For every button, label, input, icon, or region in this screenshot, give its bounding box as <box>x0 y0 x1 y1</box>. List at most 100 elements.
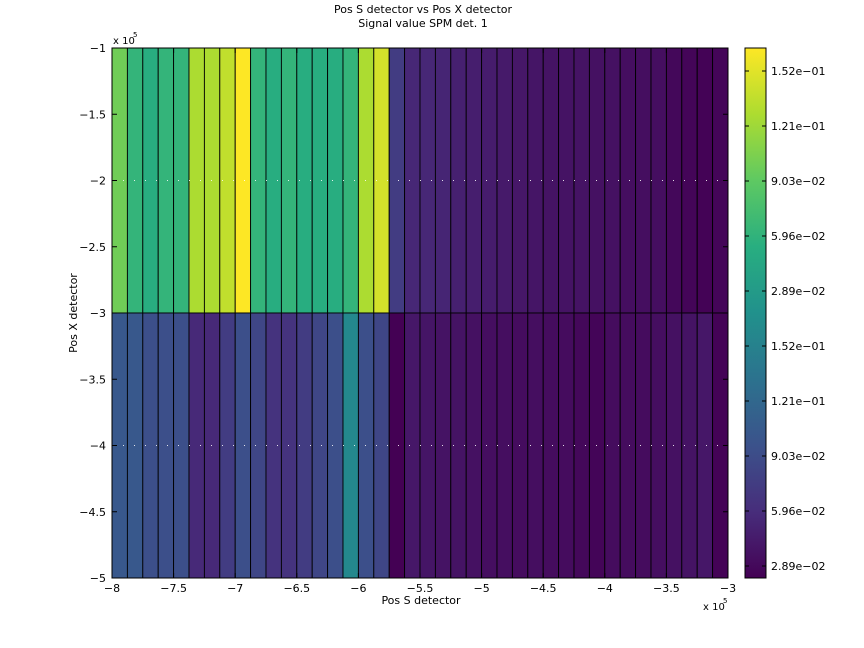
heatmap-cell-r1-c28 <box>542 312 560 579</box>
heatmap-cell-r1-c15 <box>342 312 359 579</box>
heatmap-cell-r1-c13 <box>311 312 329 579</box>
y-axis-label: Pos X detector <box>67 273 80 353</box>
heatmap-cell-r0-c13 <box>311 47 329 314</box>
heatmap-cell-r1-c36 <box>665 312 683 579</box>
heatmap-cell-r1-c3 <box>157 312 175 579</box>
heatmap-cell-r1-c26 <box>511 312 529 579</box>
heatmap-cell-r1-c19 <box>404 312 421 579</box>
heatmap-cell-r0-c21 <box>434 47 452 314</box>
colorbar-tick-label-7: 9.03e−02 <box>771 450 825 463</box>
y-tick-label-3: −2.5 <box>79 241 106 254</box>
colorbar-tick-label-6: 1.21e−01 <box>771 395 825 408</box>
x-axis-ticks: −8 −7.5 −7 −6.5 −6 −5.5 −5 −4.5 −4 −3.5 −3 <box>104 48 736 595</box>
colorbar-ticks: 1.52e−01 1.21e−01 9.03e−02 5.96e−02 2.89e−02… <box>745 65 825 573</box>
y-tick-label-6: −4 <box>90 440 106 453</box>
heatmap-cell-r1-c33 <box>619 312 637 579</box>
heatmap-cell-r0-c31 <box>588 47 606 314</box>
heatmap-cell-r0-c15 <box>342 47 359 314</box>
colorbar-tick-label-1: 1.21e−01 <box>771 120 825 133</box>
x-tick-label-0: −8 <box>104 582 120 595</box>
heatmap-cell-r0-c1 <box>126 47 144 314</box>
x-tick-label-10: −3 <box>720 582 736 595</box>
heatmap-cell-r1-c21 <box>434 312 452 579</box>
heatmap-cell-r1-c18 <box>388 312 406 579</box>
heatmap-cell-r0-c19 <box>404 47 421 314</box>
heatmap-cell-r1-c1 <box>126 312 144 579</box>
colorbar-tick-label-5: 1.52e−01 <box>771 340 825 353</box>
x-tick-label-7: −4.5 <box>530 582 557 595</box>
heatmap-cell-r0-c26 <box>511 47 529 314</box>
heatmap-cell-r0-c9 <box>250 47 267 314</box>
y-tick-label-8: −5 <box>90 572 106 585</box>
y-multiplier-exponent: 5 <box>133 31 137 39</box>
heatmap-cell-r1-c5 <box>188 312 205 579</box>
heatmap-cell-r0-c28 <box>542 47 560 314</box>
heatmap-cell-r0-c35 <box>650 47 667 314</box>
y-tick-label-7: −4.5 <box>79 506 106 519</box>
y-tick-label-1: −1.5 <box>79 108 106 121</box>
heatmap-cell-r0-c38 <box>696 47 714 314</box>
heatmap-cell-r0-c10 <box>265 47 282 314</box>
x-tick-label-9: −3.5 <box>653 582 680 595</box>
heatmap-cell-r1-c29 <box>558 312 575 579</box>
heatmap-cell-r1-c11 <box>280 312 298 579</box>
heatmap-cell-r0-c33 <box>619 47 637 314</box>
heatmap-cell-r1-c30 <box>573 312 590 579</box>
heatmap-cells <box>111 47 729 579</box>
heatmap-cell-r0-c4 <box>173 47 190 314</box>
x-tick-label-5: −5.5 <box>407 582 434 595</box>
heatmap-cell-r0-c5 <box>188 47 205 314</box>
heatmap-cell-r1-c14 <box>327 312 344 579</box>
heatmap-cell-r1-c34 <box>635 312 652 579</box>
chart-title: Pos S detector vs Pos X detector <box>334 3 513 16</box>
heatmap-cell-r0-c34 <box>635 47 652 314</box>
x-tick-label-6: −5 <box>473 582 489 595</box>
heatmap-cell-r1-c4 <box>173 312 190 579</box>
grid-dots <box>112 180 728 446</box>
y-tick-label-4: −3 <box>90 307 106 320</box>
y-axis-ticks: −1 −1.5 −2 −2.5 −3 −3.5 −4 −4.5 −5 <box>79 42 728 585</box>
y-tick-label-0: −1 <box>90 42 106 55</box>
y-tick-label-5: −3.5 <box>79 373 106 386</box>
x-tick-label-1: −7.5 <box>160 582 187 595</box>
heatmap-cell-r1-c20 <box>419 312 436 579</box>
heatmap-cell-r0-c8 <box>234 47 252 314</box>
x-tick-label-8: −4 <box>597 582 613 595</box>
heatmap-cell-r0-c23 <box>465 47 483 314</box>
x-multiplier-exponent: 5 <box>723 597 727 605</box>
heatmap-cell-r1-c24 <box>481 312 498 579</box>
chart-subtitle: Signal value SPM det. 1 <box>358 17 488 30</box>
heatmap-cell-r1-c31 <box>588 312 606 579</box>
colorbar-tick-label-9: 2.89e−02 <box>771 560 825 573</box>
heatmap-cell-r0-c6 <box>203 47 221 314</box>
heatmap-cell-r0-c25 <box>496 47 513 314</box>
heatmap-cell-r0-c3 <box>157 47 175 314</box>
colorbar <box>744 47 767 579</box>
heatmap-cell-r1-c16 <box>357 312 375 579</box>
heatmap-cell-r1-c38 <box>696 312 714 579</box>
heatmap-cell-r0-c11 <box>280 47 298 314</box>
colorbar-tick-label-3: 5.96e−02 <box>771 230 825 243</box>
heatmap-cell-r0-c20 <box>419 47 436 314</box>
x-tick-label-3: −6.5 <box>283 582 310 595</box>
heatmap-cell-r0-c18 <box>388 47 406 314</box>
x-tick-label-2: −7 <box>227 582 243 595</box>
heatmap-cell-r0-c29 <box>558 47 575 314</box>
x-multiplier: x 10 5 <box>703 597 727 613</box>
heatmap-cell-r1-c35 <box>650 312 667 579</box>
heatmap-cell-r1-c25 <box>496 312 513 579</box>
x-multiplier-text: x 10 <box>703 602 725 613</box>
heatmap-cell-r1-c10 <box>265 312 282 579</box>
colorbar-tick-label-8: 5.96e−02 <box>771 505 825 518</box>
heatmap-cell-r1-c23 <box>465 312 483 579</box>
y-multiplier: x 10 5 <box>113 31 137 47</box>
heatmap-cell-r0-c24 <box>481 47 498 314</box>
heatmap-cell-r0-c36 <box>665 47 683 314</box>
x-axis-label: Pos S detector <box>381 594 461 607</box>
heatmap-cell-r0-c30 <box>573 47 590 314</box>
x-tick-label-4: −6 <box>350 582 366 595</box>
colorbar-tick-label-0: 1.52e−01 <box>771 65 825 78</box>
colorbar-tick-label-2: 9.03e−02 <box>771 175 825 188</box>
heatmap-cell-r1-c9 <box>250 312 267 579</box>
